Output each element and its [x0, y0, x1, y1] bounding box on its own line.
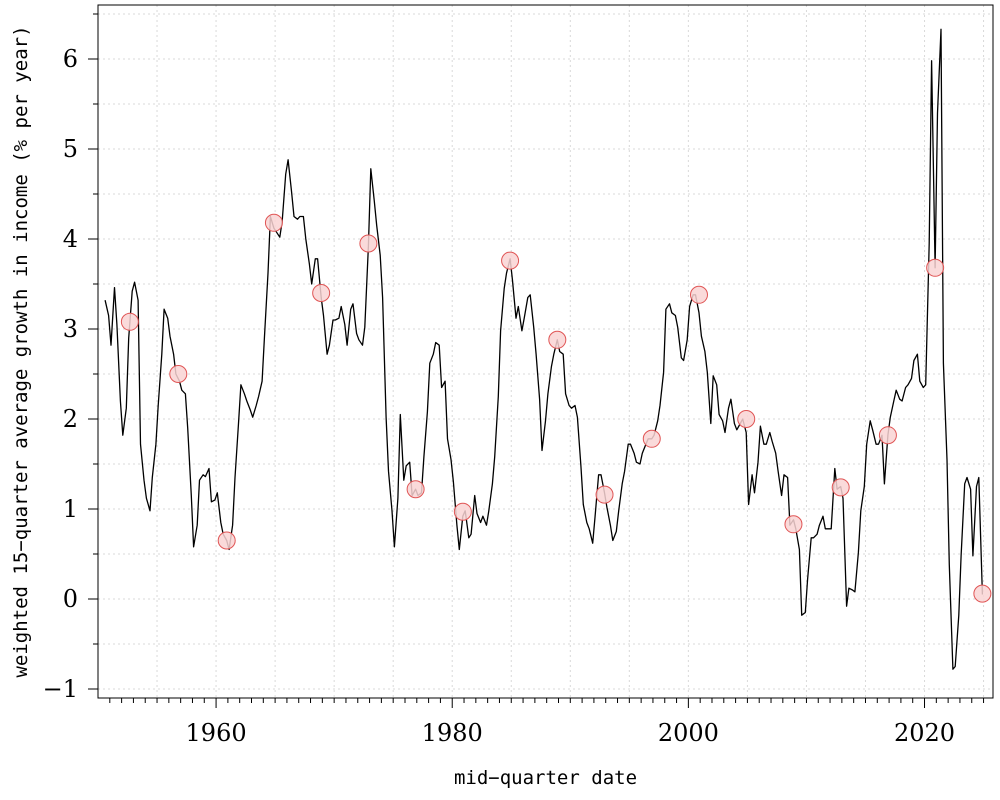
tick-marks [88, 13, 985, 708]
data-point [359, 234, 378, 253]
data-point [217, 531, 236, 550]
data-point [689, 285, 708, 304]
x-tick-label: 2000 [658, 719, 719, 747]
data-point [595, 485, 614, 504]
y-tick-label: 4 [63, 225, 78, 253]
x-tick-label: 1980 [422, 719, 483, 747]
series-layer [104, 28, 992, 670]
tick-labels: 1960 1980 2000 2020 −1 0 1 2 3 4 5 6 [43, 45, 955, 747]
data-point [642, 429, 661, 448]
data-point [737, 410, 756, 428]
data-point [501, 251, 520, 270]
data-point [973, 584, 992, 603]
y-tick-label: −1 [43, 675, 78, 703]
data-point [548, 330, 567, 349]
data-point [926, 258, 945, 277]
x-tick-label: 1960 [186, 719, 247, 747]
data-point [878, 426, 897, 445]
y-axis-title: weighted 15−quarter average growth in in… [10, 25, 32, 677]
y-tick-label: 2 [63, 405, 78, 433]
data-point [831, 478, 850, 497]
series-line [104, 28, 984, 670]
data-point [453, 502, 472, 521]
data-point [784, 515, 803, 534]
y-tick-label: 5 [63, 135, 78, 163]
x-axis-title: mid−quarter date [454, 767, 637, 789]
data-point [120, 312, 139, 331]
grid [97, 5, 993, 698]
y-tick-label: 0 [63, 585, 78, 613]
plot-frame [97, 4, 994, 699]
data-point [169, 365, 188, 383]
y-tick-label: 1 [63, 495, 78, 523]
y-tick-label: 6 [63, 45, 78, 73]
x-tick-label: 2020 [894, 719, 955, 747]
data-point [406, 480, 425, 499]
data-point [264, 213, 283, 232]
data-point [312, 284, 331, 302]
y-tick-label: 3 [63, 315, 78, 343]
